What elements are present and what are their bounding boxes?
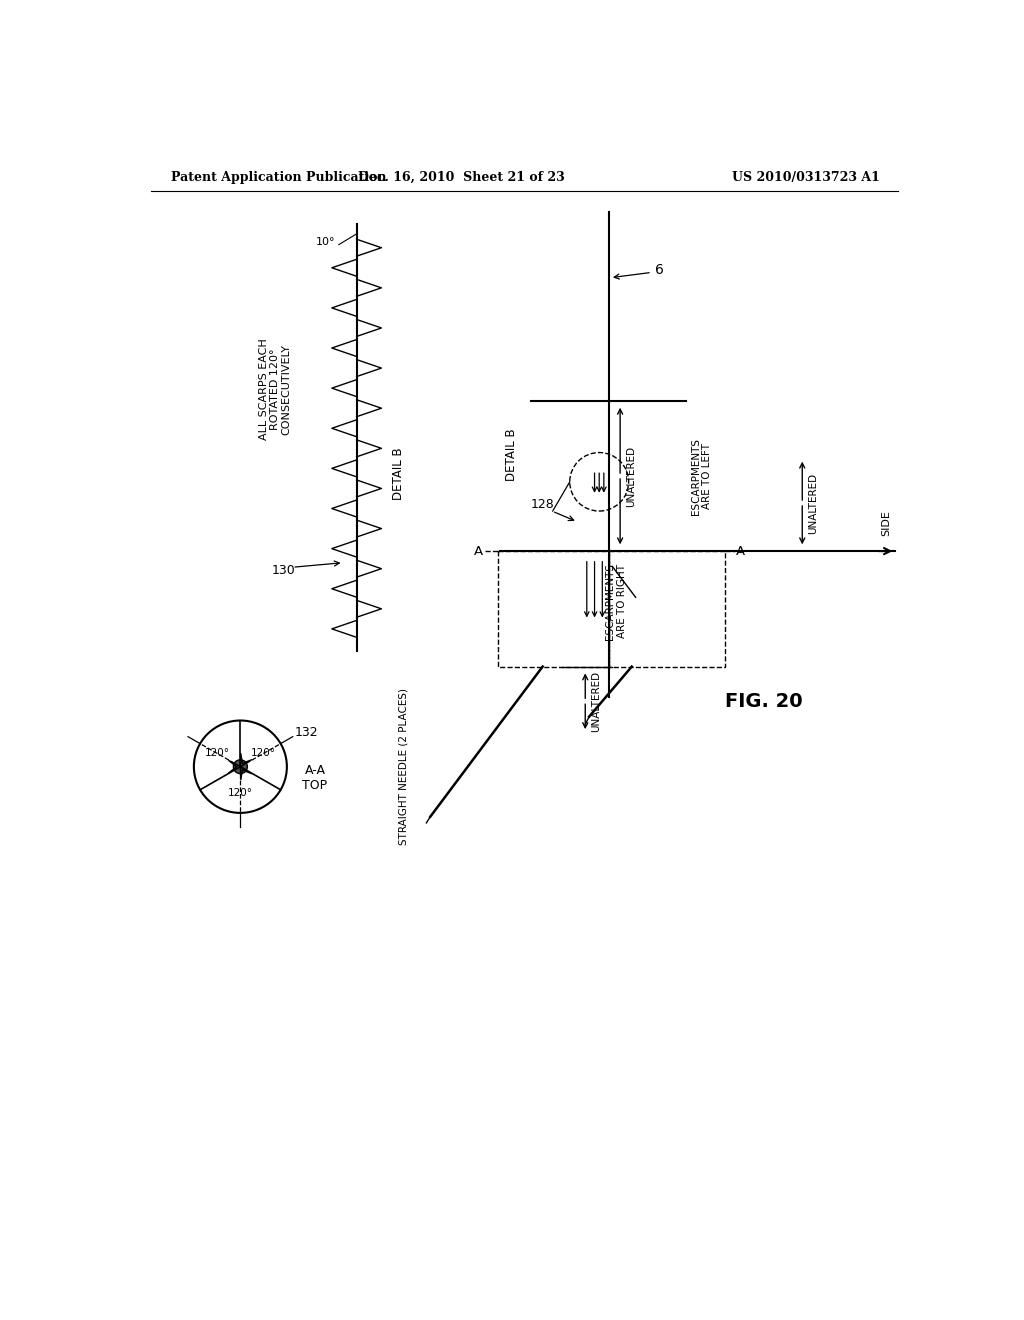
Text: A: A bbox=[736, 545, 745, 557]
Text: 120°: 120° bbox=[228, 788, 253, 799]
Text: UNALTERED: UNALTERED bbox=[809, 473, 818, 533]
Text: DETAIL B: DETAIL B bbox=[391, 447, 404, 500]
Text: 132: 132 bbox=[295, 726, 318, 739]
Text: US 2010/0313723 A1: US 2010/0313723 A1 bbox=[732, 172, 880, 185]
Text: 120°: 120° bbox=[251, 748, 276, 758]
Text: Patent Application Publication: Patent Application Publication bbox=[171, 172, 386, 185]
Text: DETAIL B: DETAIL B bbox=[505, 429, 518, 482]
Text: A: A bbox=[474, 545, 483, 557]
Text: A-A
TOP: A-A TOP bbox=[302, 764, 328, 792]
Text: 10°: 10° bbox=[316, 236, 336, 247]
Circle shape bbox=[233, 760, 248, 774]
Text: ESCARPMENTS
ARE TO RIGHT: ESCARPMENTS ARE TO RIGHT bbox=[605, 562, 627, 640]
Text: ALL SCARPS EACH
ROTATED 120°
CONSECUTIVELY: ALL SCARPS EACH ROTATED 120° CONSECUTIVE… bbox=[259, 338, 292, 441]
Text: UNALTERED: UNALTERED bbox=[592, 671, 601, 731]
Text: SIDE: SIDE bbox=[881, 510, 891, 536]
Text: ESCARPMENTS
ARE TO LEFT: ESCARPMENTS ARE TO LEFT bbox=[691, 437, 713, 515]
Text: 130: 130 bbox=[271, 564, 295, 577]
Text: STRAIGHT NEEDLE (2 PLACES): STRAIGHT NEEDLE (2 PLACES) bbox=[398, 688, 409, 845]
Text: 128: 128 bbox=[531, 499, 555, 511]
Text: 6: 6 bbox=[655, 263, 664, 277]
Text: 120°: 120° bbox=[205, 748, 229, 758]
Text: Dec. 16, 2010  Sheet 21 of 23: Dec. 16, 2010 Sheet 21 of 23 bbox=[357, 172, 564, 185]
Text: UNALTERED: UNALTERED bbox=[627, 445, 636, 507]
Text: FIG. 20: FIG. 20 bbox=[725, 692, 803, 710]
